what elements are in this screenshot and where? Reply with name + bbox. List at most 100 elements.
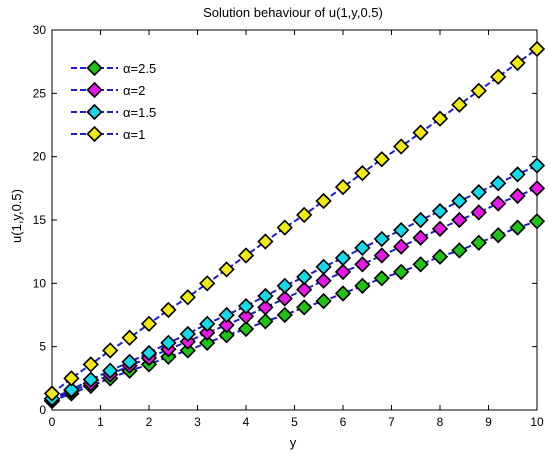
legend-marker bbox=[86, 81, 103, 99]
data-point bbox=[334, 263, 352, 281]
data-point bbox=[179, 342, 196, 359]
data-point bbox=[470, 234, 487, 251]
x-tick-label: 10 bbox=[530, 415, 544, 429]
data-point bbox=[63, 381, 80, 398]
data-point bbox=[451, 96, 468, 113]
data-point bbox=[451, 242, 468, 259]
data-point bbox=[160, 334, 177, 351]
x-tick-label: 6 bbox=[340, 415, 347, 429]
data-point bbox=[354, 277, 371, 294]
y-tick-label: 25 bbox=[33, 86, 47, 100]
x-tick-label: 8 bbox=[437, 415, 444, 429]
x-tick-label: 3 bbox=[194, 415, 201, 429]
data-point bbox=[296, 268, 313, 286]
data-point bbox=[315, 258, 332, 275]
data-point bbox=[509, 166, 526, 183]
data-point bbox=[509, 219, 526, 236]
data-point bbox=[528, 40, 546, 58]
data-point bbox=[82, 371, 99, 388]
data-point bbox=[199, 334, 216, 351]
series bbox=[43, 40, 546, 402]
y-tick-label: 30 bbox=[33, 23, 47, 37]
data-point bbox=[470, 184, 487, 201]
x-tick-label: 2 bbox=[146, 415, 153, 429]
data-point bbox=[490, 227, 507, 244]
legend-item: α=2.5 bbox=[71, 59, 156, 77]
data-point bbox=[393, 138, 410, 155]
data-point bbox=[257, 233, 274, 250]
data-point bbox=[315, 192, 332, 210]
data-point bbox=[43, 385, 61, 402]
y-tick-label: 5 bbox=[39, 340, 46, 354]
data-point bbox=[199, 315, 216, 332]
x-tick-label: 0 bbox=[49, 415, 56, 429]
data-point bbox=[451, 192, 468, 210]
data-point bbox=[237, 320, 255, 338]
data-point bbox=[373, 151, 390, 168]
data-point bbox=[431, 248, 449, 265]
data-point bbox=[121, 353, 138, 370]
data-point bbox=[373, 230, 390, 248]
data-point bbox=[509, 54, 526, 72]
legend-marker bbox=[86, 103, 103, 121]
data-point bbox=[199, 275, 216, 292]
data-point bbox=[354, 165, 371, 182]
data-point bbox=[373, 247, 390, 264]
data-point bbox=[140, 344, 158, 362]
data-point bbox=[121, 329, 138, 346]
data-point bbox=[237, 308, 255, 325]
data-point bbox=[276, 306, 293, 324]
data-point bbox=[276, 290, 293, 307]
data-point bbox=[218, 261, 235, 278]
data-point bbox=[393, 222, 410, 239]
data-point bbox=[102, 342, 119, 359]
data-point bbox=[490, 175, 507, 192]
y-axis-label: u(1,y,0.5) bbox=[9, 189, 24, 243]
data-point bbox=[237, 247, 255, 264]
data-point bbox=[160, 301, 177, 319]
data-point bbox=[412, 229, 429, 246]
data-point bbox=[509, 187, 526, 205]
legend-item: α=1.5 bbox=[71, 103, 156, 121]
y-tick-label: 15 bbox=[33, 213, 47, 227]
data-point bbox=[315, 272, 332, 289]
data-point bbox=[218, 327, 235, 344]
data-point bbox=[237, 298, 255, 315]
legend: α=2.5 α=2 α=1.5 α=1 bbox=[71, 59, 156, 143]
y-axis: 0 5 10 15 20 25 30 bbox=[33, 23, 537, 417]
legend-item: α=2 bbox=[71, 81, 145, 99]
data-point bbox=[296, 281, 313, 298]
data-point bbox=[276, 277, 293, 294]
data-point bbox=[451, 211, 468, 229]
data-point bbox=[470, 204, 487, 221]
data-point bbox=[179, 325, 196, 343]
data-point bbox=[82, 356, 99, 373]
data-point bbox=[218, 306, 235, 324]
series bbox=[43, 157, 546, 407]
data-point bbox=[393, 238, 410, 255]
data-point bbox=[140, 315, 158, 332]
data-point bbox=[412, 256, 429, 273]
data-point bbox=[393, 263, 410, 281]
x-tick-label: 5 bbox=[291, 415, 298, 429]
data-point bbox=[296, 206, 313, 224]
data-point bbox=[490, 68, 507, 85]
x-axis: 0 1 2 3 4 5 6 7 8 9 10 bbox=[49, 30, 544, 429]
chart-title: Solution behaviour of u(1,y,0.5) bbox=[203, 5, 383, 20]
x-tick-label: 9 bbox=[485, 415, 492, 429]
series-layer bbox=[43, 40, 546, 410]
data-point bbox=[199, 324, 216, 341]
data-point bbox=[257, 313, 274, 330]
legend-marker bbox=[86, 59, 103, 77]
data-point bbox=[334, 285, 352, 302]
data-point bbox=[218, 317, 235, 334]
legend-label: α=2.5 bbox=[123, 61, 156, 76]
data-point bbox=[296, 299, 313, 316]
data-point bbox=[431, 110, 449, 127]
data-point bbox=[257, 299, 274, 316]
data-point bbox=[528, 213, 546, 230]
legend-item: α=1 bbox=[71, 125, 145, 143]
legend-label: α=2 bbox=[123, 83, 145, 98]
data-point bbox=[470, 82, 487, 99]
